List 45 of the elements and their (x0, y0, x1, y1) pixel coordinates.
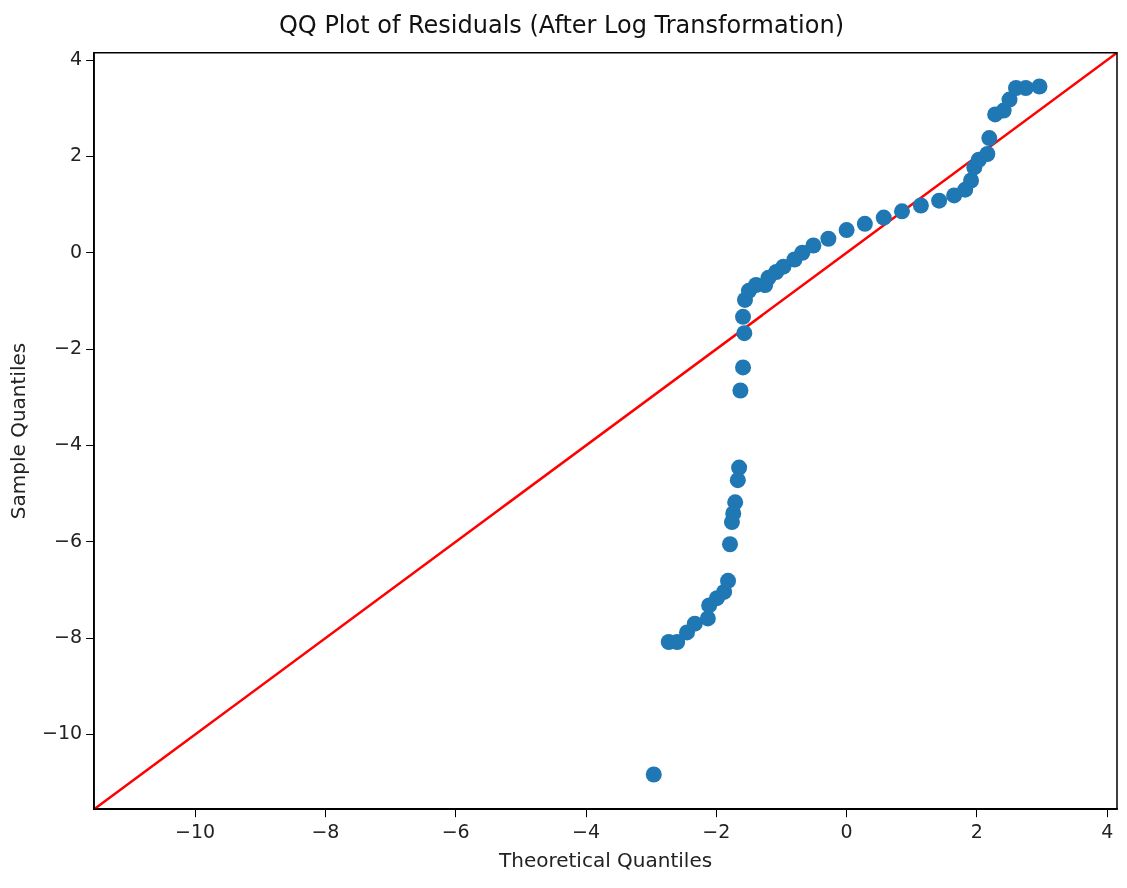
point (1031, 78, 1048, 95)
y-tick-label: 2 (70, 143, 83, 166)
y-tick-label: 0 (70, 239, 83, 262)
point (775, 258, 792, 275)
point (721, 536, 738, 553)
point (735, 308, 752, 325)
x-tick-label: −8 (311, 819, 340, 842)
point (699, 610, 716, 627)
y-tick-label: −10 (41, 721, 83, 744)
point (820, 230, 837, 247)
point (794, 244, 811, 261)
x-tick-label: 4 (1101, 819, 1114, 842)
x-axis-title: Theoretical Quantiles (497, 848, 713, 873)
y-tick-label: −6 (54, 528, 83, 551)
x-tick-label: −6 (441, 819, 470, 842)
x-tick-label: 2 (970, 819, 983, 842)
y-tick-label: −2 (54, 336, 83, 359)
y-tick-label: 4 (70, 46, 83, 69)
chart-title: QQ Plot of Residuals (After Log Transformation) (278, 10, 845, 39)
point (838, 222, 855, 239)
point (979, 145, 996, 162)
x-tick-label: 0 (840, 819, 853, 842)
point (727, 494, 744, 511)
point (894, 203, 910, 220)
x-tick-label: −2 (702, 819, 731, 842)
point (931, 192, 948, 209)
point (731, 459, 748, 476)
point (963, 172, 980, 189)
y-axis-title: Sample Quantiles (6, 342, 31, 520)
point (981, 130, 998, 147)
x-tick-label: −4 (571, 819, 601, 842)
point (736, 325, 753, 342)
point (912, 197, 929, 214)
point (735, 359, 752, 376)
y-tick-label: −4 (54, 432, 83, 455)
point (720, 572, 737, 589)
point (805, 237, 822, 254)
point (856, 215, 873, 232)
point (686, 615, 703, 632)
y-tick-label: −8 (54, 625, 83, 648)
x-tick-label: −10 (175, 819, 216, 842)
point (645, 766, 662, 783)
point (875, 209, 892, 226)
point (732, 382, 749, 399)
point (1001, 91, 1018, 108)
